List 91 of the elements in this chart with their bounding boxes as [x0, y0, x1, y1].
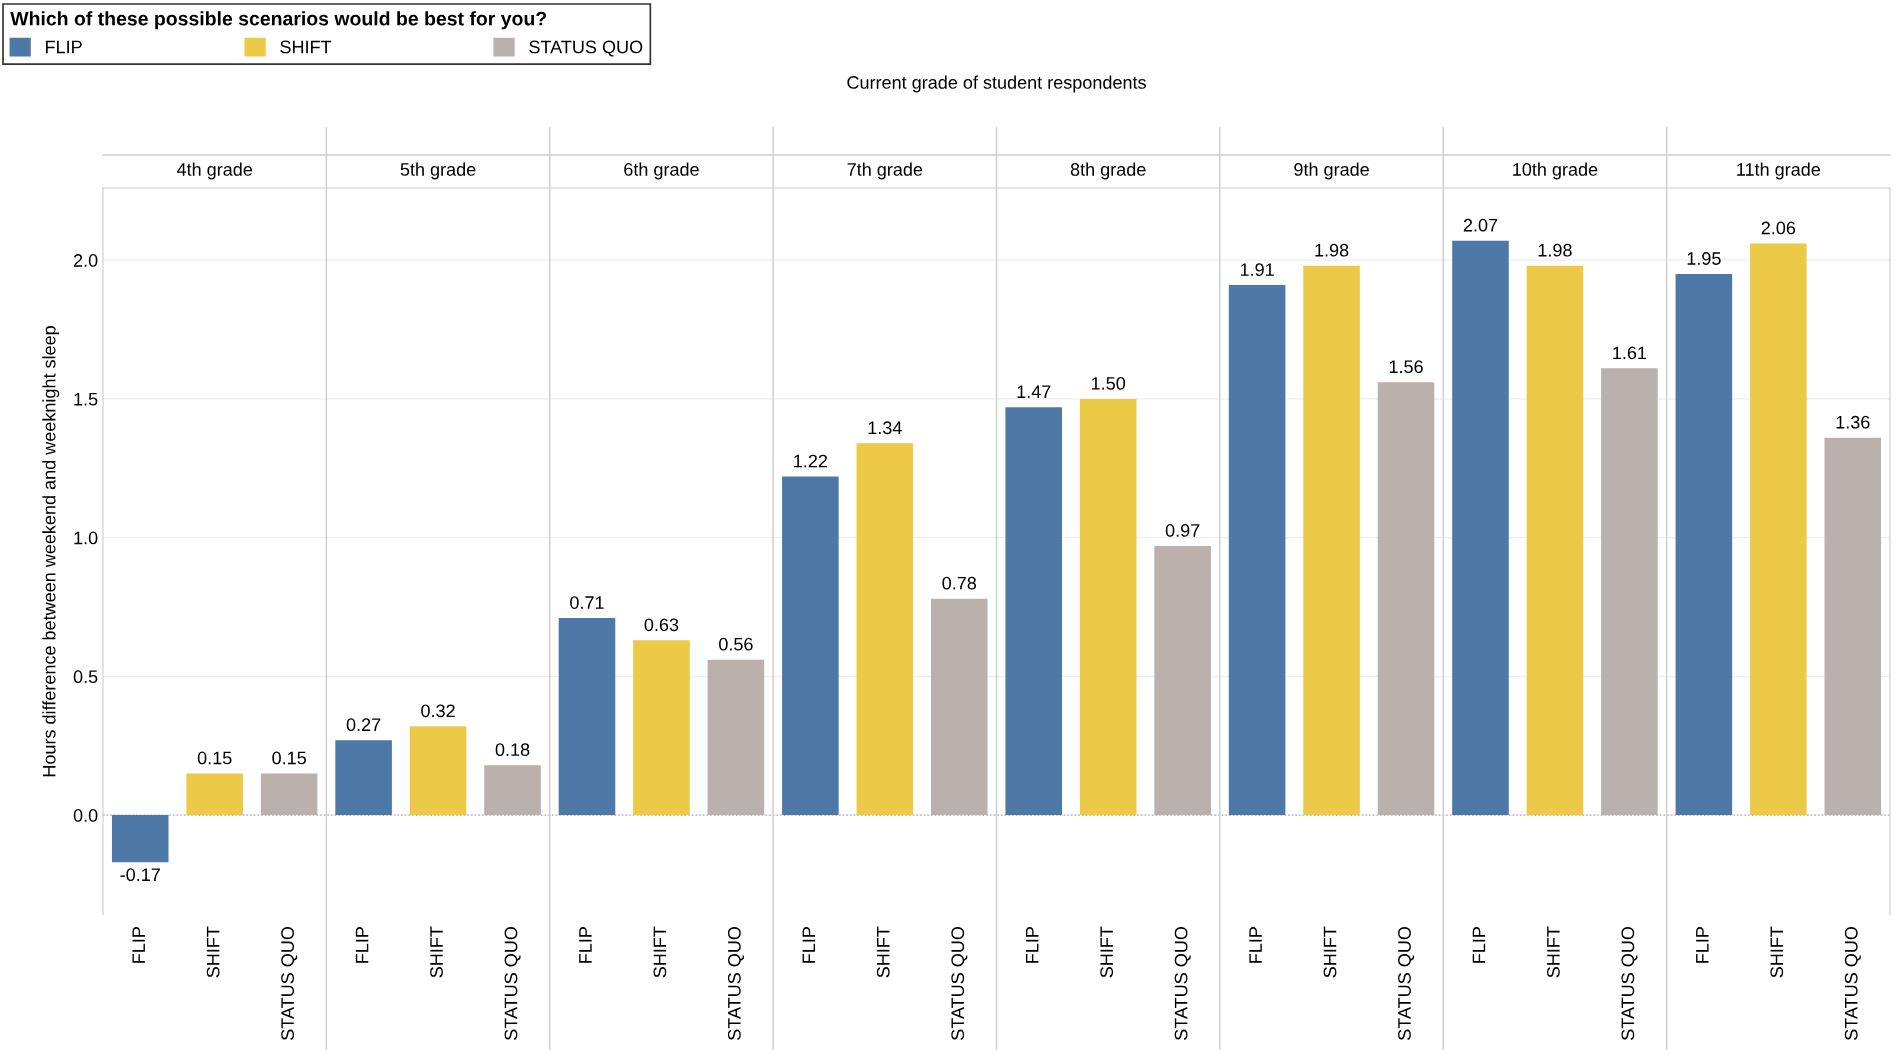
x-tick-label: FLIP	[1249, 927, 1262, 963]
bar	[335, 740, 392, 816]
text: 4th grade	[176, 162, 253, 180]
data-label: 1.91	[1240, 263, 1274, 276]
x-tick-label: STATUS QUO	[727, 926, 744, 1040]
bar	[782, 476, 839, 816]
x-tick-label: SHIFT	[206, 926, 220, 978]
data-label: 0.15	[272, 751, 306, 765]
bar	[1526, 265, 1584, 816]
text: 10th grade	[1513, 162, 1598, 180]
bar	[1303, 265, 1360, 816]
y-tick-label: 1.5	[74, 393, 98, 406]
x-tick-label: FLIP	[802, 927, 816, 963]
bar	[1601, 368, 1658, 816]
bar	[111, 815, 169, 863]
data-label: 0.15	[197, 751, 232, 765]
data-label: 0.56	[719, 637, 753, 651]
text: 9th grade	[1294, 162, 1369, 180]
x-tick-label: STATUS QUO	[1398, 926, 1415, 1040]
x-tick-label: FLIP	[1472, 927, 1486, 963]
x-tick-label: FLIP	[355, 927, 369, 963]
text: 6th grade	[624, 162, 699, 180]
legend-label: STATUS QUO	[529, 40, 643, 57]
data-label: 0.97	[1165, 524, 1200, 537]
data-label: 1.56	[1389, 360, 1423, 374]
text: 11th grade	[1737, 162, 1821, 180]
bar	[409, 726, 467, 816]
y-tick-label: 2.0	[73, 254, 98, 267]
data-label: 0.71	[570, 596, 604, 609]
x-tick-label: STATUS QUO	[281, 926, 298, 1040]
x-tick-label: STATUS QUO	[1174, 926, 1191, 1040]
data-label: 1.98	[1538, 243, 1572, 257]
bar	[633, 640, 690, 816]
bar	[1750, 243, 1807, 816]
x-tick-label: FLIP	[1696, 927, 1709, 963]
data-label: 1.50	[1092, 376, 1126, 390]
x-tick-label: STATUS QUO	[951, 926, 968, 1040]
y-tick-label: 0.0	[73, 809, 98, 822]
legend-label: SHIFT	[280, 40, 332, 54]
data-label: 1.95	[1687, 252, 1721, 265]
data-label: 0.32	[421, 704, 455, 718]
bar	[1228, 285, 1286, 816]
x-tick-label: SHIFT	[876, 926, 890, 978]
y-axis-title: Hours difference between weekend and weeknight sleep	[42, 326, 60, 777]
y-tick-label: 1.0	[74, 531, 98, 545]
data-label: 1.34	[868, 421, 902, 435]
text: 5th grade	[400, 162, 476, 180]
bar	[1452, 240, 1509, 816]
bar	[558, 618, 616, 816]
data-label: 1.98	[1315, 243, 1349, 257]
bar	[1675, 274, 1733, 816]
bar	[1824, 437, 1882, 816]
bar	[856, 443, 914, 816]
legend-title: Which of these possible scenarios would be best for you?	[10, 11, 547, 30]
bar	[1377, 382, 1435, 816]
text: 7th grade	[847, 162, 923, 180]
x-tick-label: SHIFT	[1770, 926, 1784, 978]
bar	[1005, 407, 1063, 816]
data-label: 1.47	[1017, 385, 1051, 398]
data-label: 2.06	[1761, 221, 1796, 235]
data-label: 0.18	[495, 743, 530, 757]
data-label: 2.07	[1463, 218, 1498, 232]
data-label: 0.78	[942, 576, 977, 590]
data-label: 1.61	[1613, 346, 1647, 360]
data-label: -0.17	[120, 868, 160, 882]
x-tick-label: FLIP	[579, 927, 592, 963]
data-label: 1.36	[1836, 415, 1870, 429]
bar	[930, 598, 988, 816]
x-tick-label: FLIP	[132, 927, 145, 963]
text: Current grade of student respondents	[847, 75, 1146, 93]
bar	[1154, 545, 1211, 816]
bar	[707, 659, 765, 816]
x-tick-label: FLIP	[1025, 927, 1039, 963]
text: 8th grade	[1070, 162, 1146, 180]
bar	[186, 773, 243, 816]
legend-label: FLIP	[46, 40, 82, 54]
x-tick-label: SHIFT	[1323, 926, 1337, 978]
x-tick-label: STATUS QUO	[504, 926, 521, 1040]
x-tick-label: SHIFT	[1100, 926, 1114, 978]
x-tick-label: STATUS QUO	[1621, 926, 1638, 1040]
x-tick-label: SHIFT	[1547, 926, 1560, 978]
bar	[484, 765, 541, 816]
y-tick-label: 0.5	[73, 670, 98, 684]
x-tick-label: SHIFT	[653, 926, 667, 978]
data-label: 0.63	[644, 618, 679, 632]
data-label: 0.27	[346, 718, 381, 732]
x-tick-label: SHIFT	[430, 926, 443, 978]
bar	[260, 773, 318, 816]
x-tick-label: STATUS QUO	[1844, 926, 1861, 1040]
bar	[1079, 398, 1137, 816]
data-label: 1.22	[794, 454, 828, 468]
